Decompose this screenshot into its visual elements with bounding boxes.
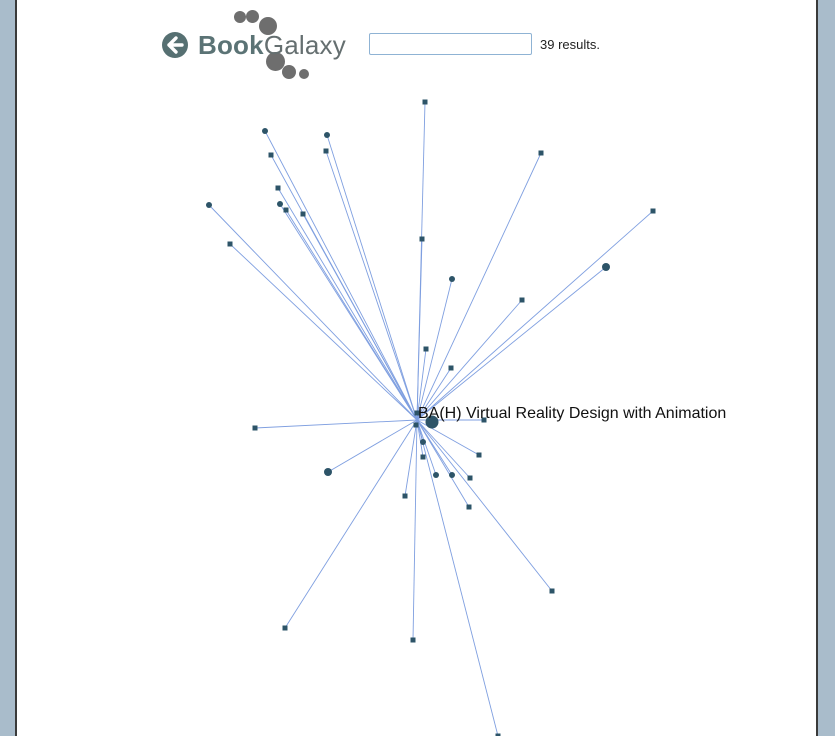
graph-edge <box>416 419 471 479</box>
graph-edge <box>404 419 418 497</box>
graph-edge <box>264 130 418 421</box>
graph-edge <box>416 210 654 421</box>
graph-edge <box>327 419 418 473</box>
book-node[interactable] <box>324 468 332 476</box>
book-node[interactable] <box>282 625 288 631</box>
back-arrow-icon[interactable] <box>162 32 188 58</box>
book-node[interactable] <box>252 425 258 431</box>
graph-edge <box>325 150 418 421</box>
book-node[interactable] <box>476 452 482 458</box>
graph-edge <box>412 419 418 641</box>
book-node[interactable] <box>227 241 233 247</box>
logo-text-book: Book <box>198 30 264 60</box>
book-node[interactable] <box>602 263 610 271</box>
book-node[interactable] <box>422 99 428 105</box>
book-node[interactable] <box>275 185 281 191</box>
results-count: 39 results. <box>540 37 600 52</box>
book-node[interactable] <box>481 417 487 423</box>
graph-edge <box>254 419 418 429</box>
logo-bubble <box>234 11 246 23</box>
graph-edge <box>416 419 437 476</box>
book-node[interactable] <box>324 132 330 138</box>
book-node[interactable] <box>420 439 426 445</box>
center-node-label: BA(H) Virtual Reality Design with Animat… <box>418 405 727 422</box>
bookgalaxy-logo[interactable]: BookGalaxy <box>162 8 362 84</box>
graph-edge <box>284 419 418 629</box>
back-arrow-glyph <box>167 36 184 54</box>
book-node[interactable] <box>413 422 419 428</box>
graph-edge <box>416 152 542 421</box>
book-node[interactable] <box>495 733 501 736</box>
book-node[interactable] <box>283 207 289 213</box>
book-node[interactable] <box>402 493 408 499</box>
book-node[interactable] <box>538 150 544 156</box>
book-node[interactable] <box>420 454 426 460</box>
book-node[interactable] <box>448 365 454 371</box>
logo-bubble <box>282 65 296 79</box>
book-node[interactable] <box>423 346 429 352</box>
book-node[interactable] <box>414 410 420 416</box>
book-node[interactable] <box>300 211 306 217</box>
book-node[interactable] <box>323 148 329 154</box>
book-node[interactable] <box>262 128 268 134</box>
graph-edge <box>416 348 427 421</box>
graph-edge <box>416 278 453 421</box>
graph-edge <box>285 209 418 421</box>
graph-edge <box>208 204 418 421</box>
book-node[interactable] <box>206 202 212 208</box>
graph-edge <box>416 367 452 421</box>
graph-edge <box>416 419 480 456</box>
logo-bubble <box>259 17 277 35</box>
book-node[interactable] <box>419 236 425 242</box>
logo-text-galaxy: Galaxy <box>263 30 346 60</box>
logo-bubble <box>246 10 259 23</box>
search-input[interactable] <box>369 33 532 55</box>
graph-edge <box>326 134 418 421</box>
book-node[interactable] <box>277 201 283 207</box>
book-node[interactable] <box>466 504 472 510</box>
graph-edge <box>277 187 418 421</box>
book-node[interactable] <box>449 276 455 282</box>
logo-text: BookGalaxy <box>198 30 346 61</box>
book-node[interactable] <box>433 472 439 478</box>
graph-edge <box>229 243 418 421</box>
book-node[interactable] <box>549 588 555 594</box>
book-node[interactable] <box>519 297 525 303</box>
logo-bubble <box>299 69 309 79</box>
graph-edge <box>416 419 470 508</box>
graph-edge <box>302 213 418 421</box>
center-node[interactable] <box>425 415 439 429</box>
book-node[interactable] <box>410 637 416 643</box>
book-node[interactable] <box>268 152 274 158</box>
graph-edge <box>416 266 607 421</box>
page-frame <box>15 0 818 736</box>
graph-edge <box>416 299 523 421</box>
graph-edge <box>416 419 499 736</box>
book-node[interactable] <box>467 475 473 481</box>
logo-bubble <box>266 52 285 71</box>
graph-edge <box>416 238 423 421</box>
book-node[interactable] <box>449 472 455 478</box>
graph-edge <box>416 419 553 592</box>
book-node[interactable] <box>650 208 656 214</box>
